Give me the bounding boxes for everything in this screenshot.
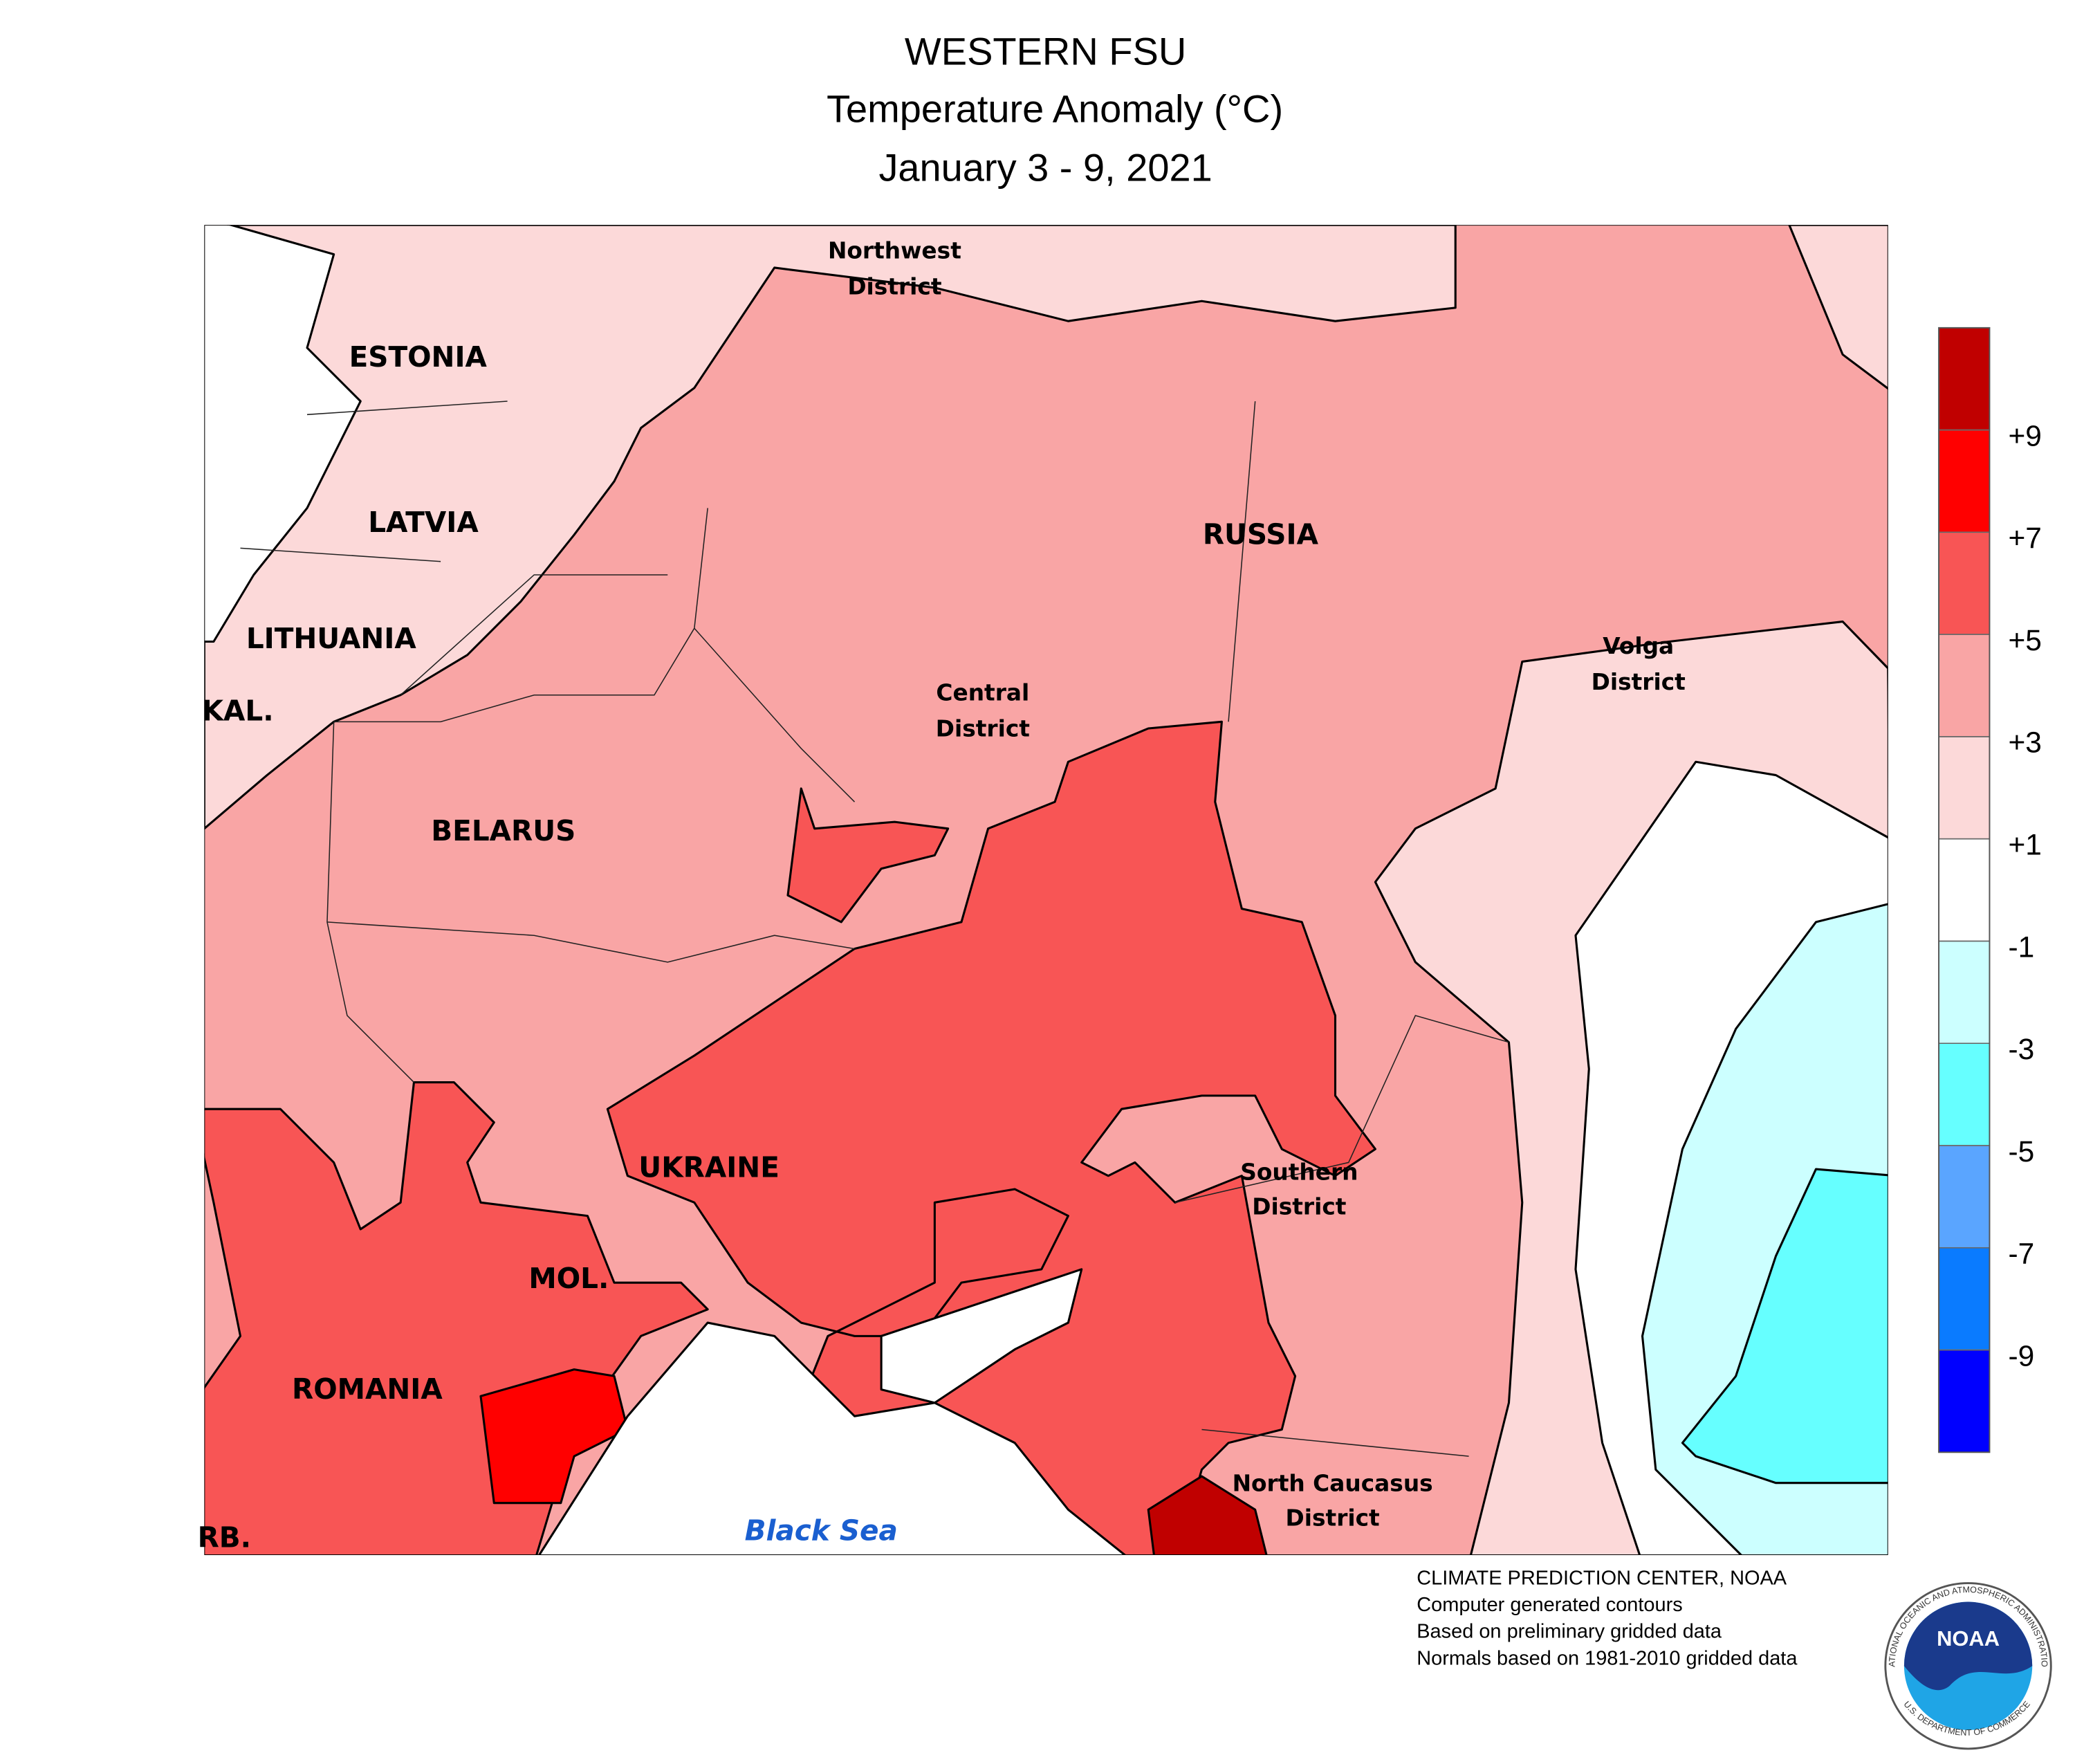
district-label: District — [1252, 1194, 1346, 1220]
country-label: ROMANIA — [292, 1372, 443, 1406]
title: WESTERN FSU — [905, 30, 1186, 73]
anomaly-area — [1147, 1475, 1268, 1555]
credit: Normals based on 1981-2010 gridded data — [1417, 1647, 1798, 1669]
district-label: Northwest — [828, 237, 961, 264]
anomaly-area — [1681, 1168, 1888, 1485]
country-label: BELARUS — [431, 814, 575, 847]
legend-tick-label: -3 — [2008, 1033, 2034, 1065]
legend-tick-label: +3 — [2008, 726, 2041, 759]
legend-swatch — [1938, 838, 1991, 942]
legend-tick-label: -9 — [2008, 1339, 2034, 1372]
legend: +9 +7 +5 +3 +1 -1 -3 -5 -7 -9 — [1938, 327, 2042, 1453]
legend-tick-label: -5 — [2008, 1135, 2034, 1168]
anomaly-area — [204, 225, 1457, 830]
country-label: RUSSIA — [1203, 518, 1319, 551]
legend-tick-label: +7 — [2008, 522, 2041, 554]
legend-swatch — [1938, 1042, 1991, 1146]
credit: Computer generated contours — [1417, 1594, 1682, 1616]
sea — [880, 1268, 1083, 1404]
anomaly-area — [204, 1081, 709, 1555]
logo-text: NOAA — [1937, 1626, 2000, 1651]
district-label: North Caucasus — [1233, 1470, 1433, 1496]
legend-swatch — [1938, 327, 1991, 431]
date-range: January 3 - 9, 2021 — [878, 145, 1212, 189]
legend-frame — [1938, 327, 1991, 1453]
legend-swatch — [1938, 736, 1991, 840]
legend-tick-label: +1 — [2008, 828, 2041, 861]
district-label: Volga — [1603, 633, 1674, 659]
country-label: LATVIA — [368, 506, 479, 539]
district-label: District — [847, 274, 941, 300]
district-label: Southern — [1240, 1159, 1358, 1186]
subtitle: Temperature Anomaly (°C) — [827, 87, 1283, 131]
district-label: District — [1592, 669, 1686, 695]
sea — [204, 225, 362, 643]
legend-tick-label: +5 — [2008, 624, 2041, 656]
country-label: RB. — [198, 1520, 252, 1554]
sea — [537, 1321, 1127, 1555]
anomaly-area — [479, 1368, 629, 1505]
sea-label: Black Sea — [745, 1514, 898, 1547]
legend-swatch — [1938, 1145, 1991, 1249]
credit: Based on preliminary gridded data — [1417, 1621, 1722, 1643]
legend-swatch — [1938, 940, 1991, 1045]
legend-swatch — [1938, 531, 1991, 635]
district-label: Central — [936, 679, 1029, 706]
border — [240, 401, 1509, 1457]
legend-tick-label: +9 — [2008, 419, 2041, 452]
country-label: MOL. — [528, 1262, 609, 1295]
country-label: KAL. — [202, 694, 274, 727]
map — [204, 225, 1888, 1555]
district-label: District — [936, 716, 1030, 742]
anomaly-area — [1788, 225, 1888, 390]
legend-tick-label: -7 — [2008, 1238, 2034, 1270]
legend-swatch — [1938, 429, 1991, 533]
legend-swatch — [1938, 634, 1991, 737]
country-label: LITHUANIA — [246, 622, 417, 655]
anomaly-area — [606, 720, 1376, 1555]
credit: CLIMATE PREDICTION CENTER, NOAA — [1417, 1567, 1787, 1589]
legend-swatch — [1938, 1349, 1991, 1453]
country-label: UKRAINE — [638, 1151, 780, 1184]
legend-swatch — [1938, 1247, 1991, 1351]
anomaly-area — [786, 787, 950, 924]
country-label: ESTONIA — [349, 340, 488, 374]
legend-tick-label: -1 — [2008, 930, 2034, 963]
district-label: District — [1286, 1505, 1380, 1532]
